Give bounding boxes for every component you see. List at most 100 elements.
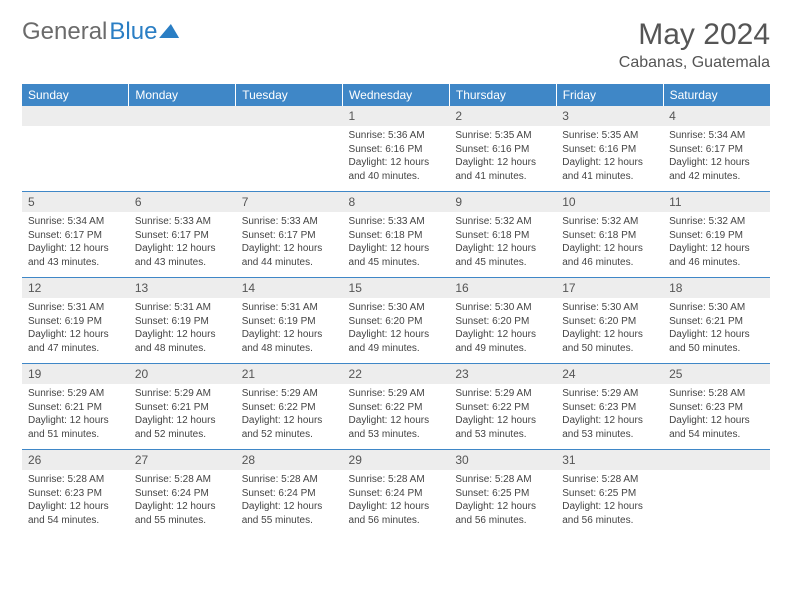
daylight-line: Daylight: 12 hours and 54 minutes. [669, 414, 764, 441]
day-number-cell: 30 [449, 450, 556, 471]
day-number-cell: 27 [129, 450, 236, 471]
sunrise-line: Sunrise: 5:28 AM [455, 473, 550, 487]
sunset-line: Sunset: 6:19 PM [669, 229, 764, 243]
brand-part1: General [22, 18, 107, 46]
sunrise-line: Sunrise: 5:28 AM [562, 473, 657, 487]
daylight-line: Daylight: 12 hours and 46 minutes. [562, 242, 657, 269]
day-number-cell: 15 [343, 278, 450, 299]
day-content-cell: Sunrise: 5:32 AMSunset: 6:18 PMDaylight:… [449, 212, 556, 278]
day-content-cell: Sunrise: 5:28 AMSunset: 6:23 PMDaylight:… [663, 384, 770, 450]
day-content-cell: Sunrise: 5:29 AMSunset: 6:22 PMDaylight:… [236, 384, 343, 450]
sunrise-line: Sunrise: 5:34 AM [28, 215, 123, 229]
day-content-cell: Sunrise: 5:33 AMSunset: 6:17 PMDaylight:… [236, 212, 343, 278]
location-label: Cabanas, Guatemala [619, 54, 770, 72]
sunset-line: Sunset: 6:18 PM [562, 229, 657, 243]
daylight-line: Daylight: 12 hours and 50 minutes. [562, 328, 657, 355]
day-content-cell: Sunrise: 5:28 AMSunset: 6:24 PMDaylight:… [129, 470, 236, 535]
sunrise-line: Sunrise: 5:29 AM [349, 387, 444, 401]
daylight-line: Daylight: 12 hours and 56 minutes. [562, 500, 657, 527]
day-content-cell: Sunrise: 5:28 AMSunset: 6:24 PMDaylight:… [343, 470, 450, 535]
brand-logo: GeneralBlue [22, 18, 181, 46]
sunset-line: Sunset: 6:23 PM [28, 487, 123, 501]
day-number-cell: 6 [129, 192, 236, 213]
day-number-cell: 26 [22, 450, 129, 471]
day-content-cell: Sunrise: 5:32 AMSunset: 6:19 PMDaylight:… [663, 212, 770, 278]
daylight-line: Daylight: 12 hours and 55 minutes. [135, 500, 230, 527]
day-number-cell: 1 [343, 106, 450, 126]
day-of-week-row: SundayMondayTuesdayWednesdayThursdayFrid… [22, 84, 770, 106]
daylight-line: Daylight: 12 hours and 50 minutes. [669, 328, 764, 355]
sunset-line: Sunset: 6:18 PM [455, 229, 550, 243]
day-number-cell: 23 [449, 364, 556, 385]
daylight-line: Daylight: 12 hours and 43 minutes. [135, 242, 230, 269]
dow-header: Monday [129, 84, 236, 106]
day-number-cell [236, 106, 343, 126]
daylight-line: Daylight: 12 hours and 45 minutes. [455, 242, 550, 269]
day-content-cell: Sunrise: 5:29 AMSunset: 6:21 PMDaylight:… [129, 384, 236, 450]
day-content-cell [236, 126, 343, 192]
day-number-cell [663, 450, 770, 471]
day-number-cell [129, 106, 236, 126]
sunrise-line: Sunrise: 5:29 AM [242, 387, 337, 401]
day-number-cell: 7 [236, 192, 343, 213]
sunset-line: Sunset: 6:22 PM [455, 401, 550, 415]
day-content-cell: Sunrise: 5:36 AMSunset: 6:16 PMDaylight:… [343, 126, 450, 192]
daylight-line: Daylight: 12 hours and 53 minutes. [455, 414, 550, 441]
sunrise-line: Sunrise: 5:29 AM [135, 387, 230, 401]
sunset-line: Sunset: 6:20 PM [562, 315, 657, 329]
day-number-cell: 13 [129, 278, 236, 299]
day-content-row: Sunrise: 5:36 AMSunset: 6:16 PMDaylight:… [22, 126, 770, 192]
day-content-cell [129, 126, 236, 192]
daylight-line: Daylight: 12 hours and 54 minutes. [28, 500, 123, 527]
sunset-line: Sunset: 6:17 PM [669, 143, 764, 157]
day-number-cell: 16 [449, 278, 556, 299]
day-number-cell: 9 [449, 192, 556, 213]
sunset-line: Sunset: 6:21 PM [669, 315, 764, 329]
sunrise-line: Sunrise: 5:34 AM [669, 129, 764, 143]
sunrise-line: Sunrise: 5:32 AM [669, 215, 764, 229]
daylight-line: Daylight: 12 hours and 41 minutes. [562, 156, 657, 183]
sunrise-line: Sunrise: 5:31 AM [242, 301, 337, 315]
sunset-line: Sunset: 6:18 PM [349, 229, 444, 243]
sunrise-line: Sunrise: 5:30 AM [455, 301, 550, 315]
page-header: GeneralBlue May 2024 Cabanas, Guatemala [22, 18, 770, 72]
day-content-cell: Sunrise: 5:35 AMSunset: 6:16 PMDaylight:… [449, 126, 556, 192]
sunset-line: Sunset: 6:21 PM [135, 401, 230, 415]
sunrise-line: Sunrise: 5:28 AM [28, 473, 123, 487]
daylight-line: Daylight: 12 hours and 48 minutes. [135, 328, 230, 355]
day-content-cell: Sunrise: 5:34 AMSunset: 6:17 PMDaylight:… [22, 212, 129, 278]
day-content-cell: Sunrise: 5:28 AMSunset: 6:25 PMDaylight:… [449, 470, 556, 535]
brand-part2: Blue [109, 18, 157, 46]
day-content-cell: Sunrise: 5:29 AMSunset: 6:22 PMDaylight:… [449, 384, 556, 450]
daylight-line: Daylight: 12 hours and 46 minutes. [669, 242, 764, 269]
daylight-line: Daylight: 12 hours and 42 minutes. [669, 156, 764, 183]
daylight-line: Daylight: 12 hours and 43 minutes. [28, 242, 123, 269]
sunrise-line: Sunrise: 5:28 AM [349, 473, 444, 487]
day-content-row: Sunrise: 5:31 AMSunset: 6:19 PMDaylight:… [22, 298, 770, 364]
day-content-row: Sunrise: 5:29 AMSunset: 6:21 PMDaylight:… [22, 384, 770, 450]
sunrise-line: Sunrise: 5:30 AM [349, 301, 444, 315]
day-content-cell: Sunrise: 5:33 AMSunset: 6:18 PMDaylight:… [343, 212, 450, 278]
day-number-row: 262728293031 [22, 450, 770, 471]
sunrise-line: Sunrise: 5:36 AM [349, 129, 444, 143]
sunrise-line: Sunrise: 5:33 AM [135, 215, 230, 229]
day-content-cell: Sunrise: 5:30 AMSunset: 6:20 PMDaylight:… [556, 298, 663, 364]
day-number-cell: 4 [663, 106, 770, 126]
day-number-row: 567891011 [22, 192, 770, 213]
brand-mark-icon [160, 24, 184, 38]
day-number-cell: 11 [663, 192, 770, 213]
sunset-line: Sunset: 6:23 PM [562, 401, 657, 415]
day-number-row: 1234 [22, 106, 770, 126]
daylight-line: Daylight: 12 hours and 53 minutes. [349, 414, 444, 441]
sunrise-line: Sunrise: 5:32 AM [562, 215, 657, 229]
sunset-line: Sunset: 6:20 PM [349, 315, 444, 329]
sunrise-line: Sunrise: 5:32 AM [455, 215, 550, 229]
sunrise-line: Sunrise: 5:35 AM [455, 129, 550, 143]
sunrise-line: Sunrise: 5:29 AM [562, 387, 657, 401]
day-content-cell: Sunrise: 5:32 AMSunset: 6:18 PMDaylight:… [556, 212, 663, 278]
day-number-cell: 2 [449, 106, 556, 126]
day-content-cell: Sunrise: 5:30 AMSunset: 6:21 PMDaylight:… [663, 298, 770, 364]
sunset-line: Sunset: 6:25 PM [455, 487, 550, 501]
day-number-cell: 18 [663, 278, 770, 299]
day-number-cell: 20 [129, 364, 236, 385]
